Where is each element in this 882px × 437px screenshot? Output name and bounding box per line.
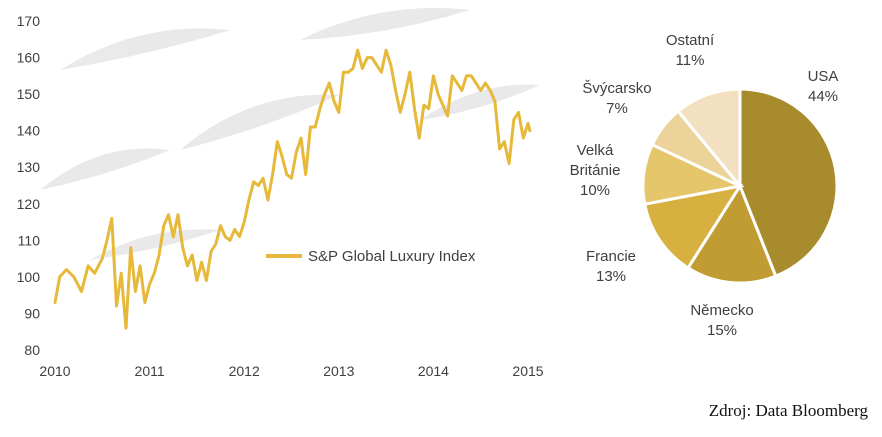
pie-slice (676, 87, 742, 191)
pie-chart: USA 44% Německo 15% Francie 13% Velká Británie 1… (570, 32, 839, 339)
y-tick-label: 100 (17, 269, 41, 285)
legend-label: S&P Global Luxury Index (308, 248, 476, 265)
x-tick-label: 2011 (135, 363, 165, 379)
y-tick-label: 90 (24, 305, 40, 321)
y-axis-ticks: 80 90 100 110 120 130 140 150 160 170 (17, 13, 41, 358)
x-tick-label: 2010 (39, 363, 70, 379)
y-tick-label: 140 (17, 123, 41, 139)
pie-slice-label: Velká Británie 10% (570, 142, 621, 199)
pie-slice-name: Německo (690, 302, 753, 319)
pie-slice-name: USA (808, 68, 839, 85)
x-tick-label: 2013 (323, 363, 354, 379)
pie-slice (738, 87, 839, 279)
y-tick-label: 130 (17, 159, 41, 175)
pie-slice-name: Ostatní (666, 32, 715, 49)
pie-slice-value: 10% (580, 182, 610, 199)
y-tick-label: 120 (17, 196, 41, 212)
pie-slice (642, 183, 744, 270)
pie-slice-name: Británie (570, 162, 621, 179)
legend: S&P Global Luxury Index (266, 248, 476, 265)
pie-slice-name: Velká (577, 142, 614, 159)
pie-labels: USA 44% Německo 15% Francie 13% Velká Británie 1… (570, 32, 839, 339)
pie-slice-value: 15% (707, 322, 737, 339)
pie-slices (641, 87, 839, 285)
pie-slice-label: USA 44% (808, 68, 839, 105)
pie-slice-label: Švýcarsko 7% (582, 80, 651, 117)
y-tick-label: 150 (17, 86, 41, 102)
x-tick-label: 2014 (418, 363, 449, 379)
pie-slice-label: Německo 15% (690, 302, 753, 339)
y-tick-label: 160 (17, 50, 41, 66)
y-tick-label: 80 (24, 342, 40, 358)
x-tick-label: 2012 (229, 363, 260, 379)
x-tick-label: 2015 (512, 363, 543, 379)
x-axis-ticks: 2010 2011 2012 2013 2014 2015 (39, 363, 543, 379)
pie-slice-name: Francie (586, 248, 636, 265)
pie-slice (685, 182, 778, 285)
series-line-luxury-index (53, 48, 532, 330)
pie-slice-label: Ostatní 11% (666, 32, 715, 69)
pie-slice-value: 13% (596, 268, 626, 285)
source-note: Zdroj: Data Bloomberg (708, 401, 868, 420)
y-tick-label: 170 (17, 13, 41, 29)
leaf-watermark (40, 8, 540, 260)
pie-slice-name: Švýcarsko (582, 80, 651, 97)
pie-slice-label: Francie 13% (586, 248, 636, 285)
pie-slice-value: 44% (808, 88, 838, 105)
y-tick-label: 110 (18, 232, 41, 248)
pie-slice-value: 7% (606, 100, 628, 117)
pie-slice-value: 11% (676, 52, 705, 69)
